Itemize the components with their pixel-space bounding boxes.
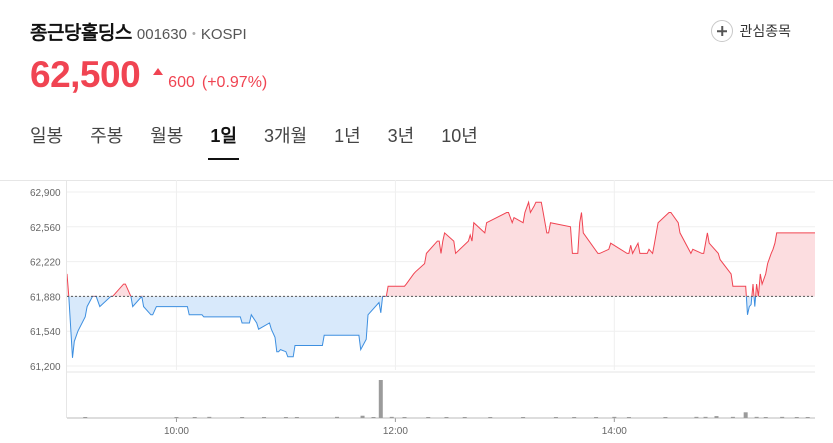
separator-dot: • bbox=[191, 28, 196, 40]
plus-circle-icon bbox=[711, 20, 734, 42]
volume-bar bbox=[572, 417, 577, 418]
tab-10years[interactable]: 10년 bbox=[441, 126, 478, 146]
volume-bar bbox=[389, 416, 394, 418]
tab-1year[interactable]: 1년 bbox=[334, 126, 361, 146]
current-price: 62,500 bbox=[30, 54, 141, 95]
volume-bar bbox=[763, 417, 768, 418]
x-tick-label: 10:00 bbox=[164, 426, 189, 437]
volume-bar bbox=[402, 417, 407, 418]
volume-bar bbox=[360, 415, 365, 418]
watchlist-label: 관심종목 bbox=[739, 23, 791, 39]
volume-bar bbox=[663, 417, 668, 418]
volume-bar bbox=[730, 416, 735, 418]
market-name: KOSPI bbox=[200, 26, 247, 43]
volume-bar bbox=[283, 417, 288, 418]
volume-bar bbox=[594, 417, 599, 418]
volume-bar bbox=[174, 417, 179, 418]
price-line-up bbox=[67, 200, 815, 297]
up-triangle-icon bbox=[153, 68, 164, 75]
price-change: 600 bbox=[168, 74, 195, 91]
y-tick-label: 61,540 bbox=[30, 327, 61, 338]
volume-bar bbox=[743, 412, 748, 418]
volume-bar bbox=[192, 417, 197, 418]
tab-1day[interactable]: 1일 bbox=[208, 122, 239, 160]
volume-bar bbox=[714, 416, 719, 418]
volume-bar bbox=[83, 417, 88, 418]
tab-weekly[interactable]: 주봉 bbox=[90, 126, 124, 146]
stock-code: 001630 bbox=[136, 26, 187, 43]
tab-daily[interactable]: 일봉 bbox=[30, 126, 64, 146]
volume-bar bbox=[444, 417, 449, 418]
intraday-price-chart[interactable]: 62,900 62,560 62,220 61,880 61,540 61,200 10:0… bbox=[0, 180, 833, 443]
volume-bar bbox=[780, 416, 785, 418]
volume-bar bbox=[794, 417, 799, 418]
volume-bar bbox=[371, 417, 376, 418]
volume-bar bbox=[262, 417, 267, 418]
price-change-rate: (+0.97%) bbox=[201, 74, 268, 91]
stock-name: 종근당홀딩스 bbox=[30, 23, 132, 44]
tab-3months[interactable]: 3개월 bbox=[263, 126, 308, 146]
y-tick-label: 61,880 bbox=[30, 292, 61, 303]
add-watchlist-button[interactable]: 관심종목 bbox=[711, 20, 791, 42]
y-tick-label: 61,200 bbox=[30, 362, 61, 373]
volume-bar bbox=[553, 417, 558, 418]
tab-3years[interactable]: 3년 bbox=[387, 126, 415, 146]
volume-bar bbox=[426, 417, 431, 418]
volume-bar bbox=[612, 416, 617, 418]
volume-bar bbox=[703, 416, 708, 418]
volume-bar bbox=[294, 417, 299, 418]
volume-bar bbox=[521, 417, 526, 418]
price-area-down bbox=[68, 296, 756, 358]
y-tick-label: 62,560 bbox=[30, 223, 61, 234]
y-tick-label: 62,900 bbox=[30, 188, 61, 199]
volume-bar bbox=[335, 416, 340, 418]
stock-header: 종근당홀딩스 001630 • KOSPI bbox=[30, 18, 247, 48]
period-tabs: 일봉 주봉 월봉 1일 3개월 1년 3년 10년 bbox=[30, 122, 505, 160]
volume-bar bbox=[488, 417, 493, 418]
x-tick-label: 12:00 bbox=[383, 426, 408, 437]
volume-bar bbox=[462, 417, 467, 418]
volume-bar bbox=[754, 416, 759, 418]
tab-monthly[interactable]: 월봉 bbox=[150, 126, 184, 146]
volume-bar bbox=[240, 417, 245, 418]
price-area-up bbox=[67, 202, 815, 297]
volume-bar bbox=[805, 417, 810, 418]
x-tick-label: 14:00 bbox=[602, 426, 627, 437]
volume-bar bbox=[694, 416, 699, 418]
volume-bar bbox=[378, 380, 383, 418]
price-row: 62,500 600 (+0.97%) bbox=[30, 54, 267, 96]
price-line-down bbox=[68, 296, 759, 358]
y-tick-label: 62,220 bbox=[30, 258, 61, 269]
volume-bar bbox=[626, 417, 631, 418]
volume-bar bbox=[207, 416, 212, 418]
